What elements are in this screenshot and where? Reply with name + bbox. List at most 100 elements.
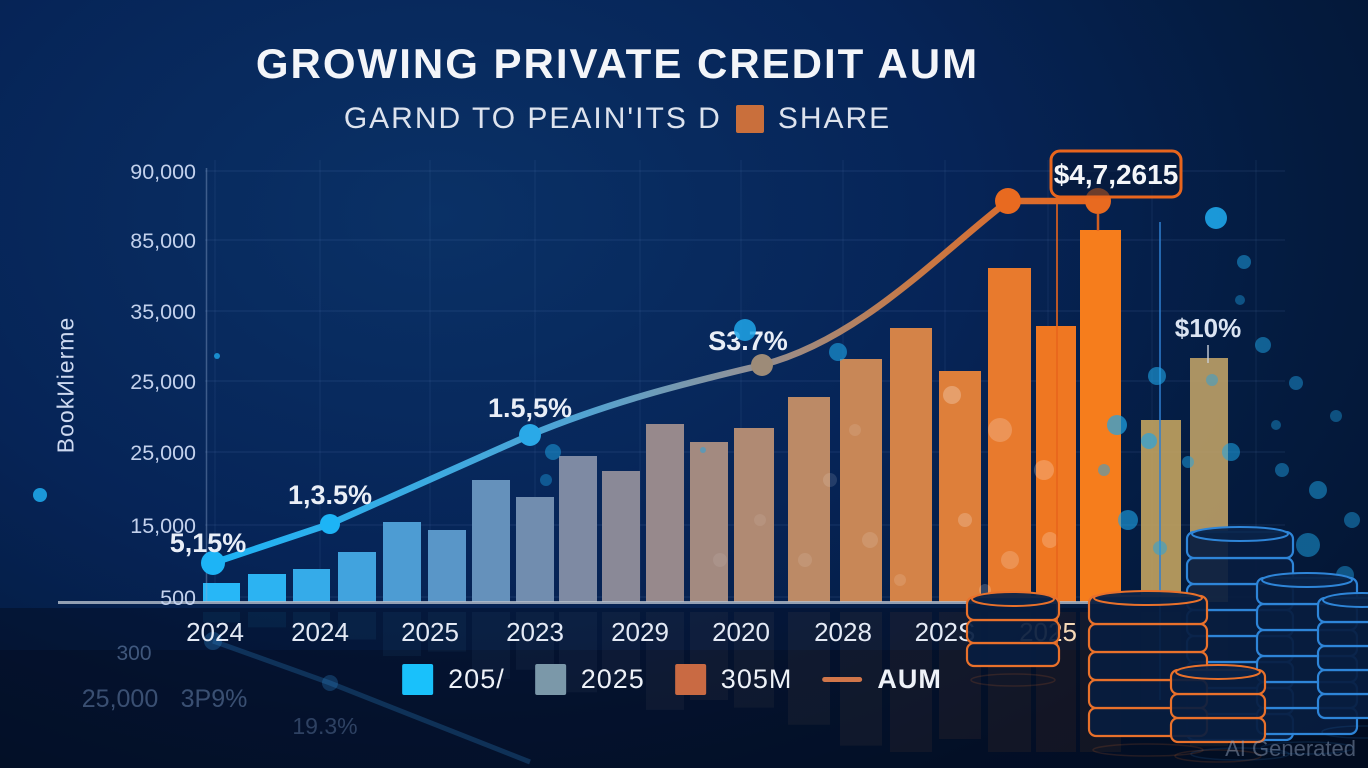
bokeh-dot	[1001, 551, 1019, 569]
bar	[788, 397, 830, 602]
coin-reflection	[1092, 743, 1204, 757]
bar	[890, 328, 932, 602]
bokeh-dot	[1206, 374, 1218, 386]
legend-item-mid-bars: 2025	[534, 664, 645, 695]
bokeh-dot	[713, 553, 727, 567]
x-axis-label: 2024	[186, 617, 244, 647]
bar-reflection	[472, 612, 510, 680]
coin-top	[1322, 592, 1368, 608]
bokeh-dot	[1296, 533, 1320, 557]
bar	[734, 428, 774, 602]
trend-line-reflection	[212, 638, 531, 765]
x-axis-label: 202S	[915, 617, 976, 647]
bokeh-dot	[1098, 464, 1110, 476]
x-axis-label: 2023	[506, 617, 564, 647]
bar-reflection	[788, 612, 830, 725]
x-axis-label: 2028	[814, 617, 872, 647]
coin	[1087, 622, 1209, 654]
coin-top	[1175, 664, 1261, 680]
subtitle: GARND TO PEAIN'ITS D SHARE	[0, 102, 1235, 136]
bar	[203, 583, 240, 602]
bokeh-dot	[700, 447, 706, 453]
coin-top	[971, 591, 1055, 607]
bokeh-dot	[1255, 337, 1271, 353]
y-axis-tick-label: 85,000	[130, 229, 196, 253]
x-axis-label: 2024	[291, 617, 349, 647]
bar	[338, 552, 376, 602]
bar-reflection	[203, 612, 240, 623]
data-point	[519, 424, 541, 446]
coin-stack-icon	[965, 591, 1061, 687]
coin	[1169, 692, 1267, 720]
x-axis-label: 2025	[401, 617, 459, 647]
data-point-reflection	[322, 675, 338, 691]
y-axis-tick-label: 90,000	[130, 160, 196, 184]
data-point	[201, 551, 225, 575]
coin-top	[1261, 572, 1353, 588]
reflection-text: 25,000	[82, 685, 158, 713]
y-axis-tick-label: 25,000	[130, 370, 196, 394]
y-axis-title: BookИierme	[52, 316, 79, 454]
bokeh-dot	[943, 386, 961, 404]
legend-swatch-cyan-icon	[402, 664, 434, 695]
coin	[1316, 644, 1368, 672]
bokeh-dot	[1141, 433, 1157, 449]
subtitle-swatch-icon	[735, 105, 764, 133]
bar-reflection	[383, 612, 421, 656]
bar	[646, 424, 684, 602]
x-axis-label: 2029	[611, 617, 669, 647]
bokeh-dot	[849, 424, 861, 436]
coin-reflection	[1321, 725, 1368, 739]
bokeh-dot	[829, 343, 847, 361]
bokeh-dot	[823, 473, 837, 487]
bokeh-dot	[1042, 532, 1058, 548]
data-point	[995, 188, 1021, 214]
bar	[690, 442, 728, 602]
coin	[1316, 692, 1368, 720]
coin-top	[1191, 526, 1289, 542]
bar	[383, 522, 421, 602]
bokeh-dot	[540, 474, 552, 486]
coin	[965, 641, 1061, 668]
bokeh-dot	[1205, 207, 1227, 229]
callout-box	[1049, 149, 1183, 199]
coin-stack-icon	[1169, 664, 1267, 763]
bar	[516, 497, 554, 602]
coin-reflection	[970, 673, 1056, 687]
bokeh-dot	[1235, 295, 1245, 305]
bar-reflection	[293, 612, 330, 631]
coin-stack-icon	[1316, 592, 1368, 739]
bokeh-dot	[754, 514, 766, 526]
bokeh-dot	[1271, 420, 1281, 430]
bokeh-dot	[958, 513, 972, 527]
bokeh-dot	[862, 532, 878, 548]
bokeh-dot	[988, 418, 1012, 442]
bar-reflection	[890, 612, 932, 752]
bokeh-dot	[33, 488, 47, 502]
reflection-text: 300	[116, 642, 151, 665]
page-title: GROWING PRIVATE CREDIT AUM	[255, 40, 980, 87]
coin	[965, 618, 1061, 645]
y-axis-tick-label: 500	[160, 586, 196, 610]
bar-reflection	[734, 612, 774, 708]
coin-reflection	[1174, 749, 1262, 763]
bar	[988, 268, 1031, 602]
bokeh-dot	[1344, 512, 1360, 528]
bar	[293, 569, 330, 602]
side-bar-label: $10%	[1175, 313, 1242, 343]
bokeh-dot	[1222, 443, 1240, 461]
bokeh-dot	[1309, 481, 1327, 499]
bokeh-dot	[545, 444, 561, 460]
data-point	[320, 514, 340, 534]
data-point-reflection	[204, 632, 222, 650]
legend: 205/ 2025 305M AUM	[402, 664, 942, 695]
bar	[840, 359, 882, 602]
coin	[1316, 668, 1368, 696]
bar-reflection	[338, 612, 376, 640]
bokeh-dot	[1182, 456, 1194, 468]
legend-label: 305M	[720, 664, 793, 694]
bar-reflection	[516, 612, 554, 670]
bokeh-dot	[1330, 410, 1342, 422]
